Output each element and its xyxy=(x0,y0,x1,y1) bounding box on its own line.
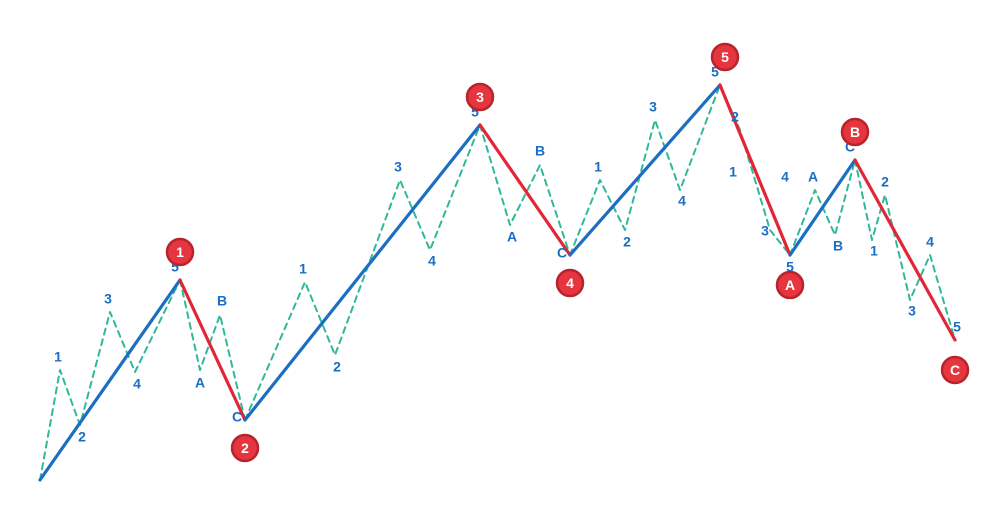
wave-badge-3: 3 xyxy=(467,84,493,110)
wave-badge-A: A xyxy=(777,272,803,298)
badge-label: 5 xyxy=(721,49,729,65)
sub-wave-label: 1 xyxy=(594,159,602,175)
badge-label: 2 xyxy=(241,440,249,456)
sub-wave-label: 2 xyxy=(78,429,86,445)
badge-label: B xyxy=(850,124,860,140)
sub-wave-label: 4 xyxy=(781,169,789,185)
sub-wave-label: 2 xyxy=(881,174,889,190)
sub-wave-label: A xyxy=(808,169,818,185)
main-segment-w2-w3 xyxy=(245,125,480,420)
wave-badge-1: 1 xyxy=(167,239,193,265)
sub-wave-label: A xyxy=(195,375,205,391)
sub-wave-label: 4 xyxy=(678,193,686,209)
sub-wave-label: 4 xyxy=(926,234,934,250)
sub-wave-label: 4 xyxy=(428,253,436,269)
badge-label: 1 xyxy=(176,244,184,260)
main-waves-layer xyxy=(40,85,955,480)
sub-wave-label: 3 xyxy=(394,159,402,175)
wave-badge-C: C xyxy=(942,357,968,383)
sub-wave-label: 2 xyxy=(623,234,631,250)
sub-wave-label: 4 xyxy=(133,376,141,392)
wave-badge-5: 5 xyxy=(712,44,738,70)
sub-wave-label: 3 xyxy=(908,303,916,319)
sub-wave-label: 3 xyxy=(649,99,657,115)
elliott-wave-diagram: 12345ABC12345ABC1234512345ABC1234512345A… xyxy=(0,0,1003,524)
badge-label: 3 xyxy=(476,89,484,105)
wave-badge-2: 2 xyxy=(232,435,258,461)
sub-wave-label: 1 xyxy=(729,164,737,180)
sub-wave-label: B xyxy=(535,143,545,159)
main-segment-w3-w4 xyxy=(480,125,570,255)
sub-wave-label: C xyxy=(557,245,567,261)
badge-label: C xyxy=(950,362,960,378)
main-segment-w1-w2 xyxy=(180,280,245,420)
sub-wave-label: 2 xyxy=(731,109,739,125)
sub-wave-label: 5 xyxy=(953,319,961,335)
sub-wave-label: 1 xyxy=(870,243,878,259)
badge-label: 4 xyxy=(566,275,574,291)
main-segment-wA-wB xyxy=(790,160,855,255)
sub-wave-label: B xyxy=(833,238,843,254)
main-segment-start-w1 xyxy=(40,280,180,480)
wave-badge-B: B xyxy=(842,119,868,145)
sub-wave-label: 1 xyxy=(54,349,62,365)
sub-wave-label: 3 xyxy=(761,223,769,239)
sub-wave-label: 1 xyxy=(299,261,307,277)
sub-wave-label: B xyxy=(217,293,227,309)
badge-label: A xyxy=(785,277,795,293)
main-segment-w4-w5 xyxy=(570,85,720,255)
sub-wave-label: 2 xyxy=(333,359,341,375)
sub-wave-label: C xyxy=(232,409,242,425)
sub-wave-label: A xyxy=(507,229,517,245)
sub-wave-label: 3 xyxy=(104,291,112,307)
wave-badge-4: 4 xyxy=(557,270,583,296)
